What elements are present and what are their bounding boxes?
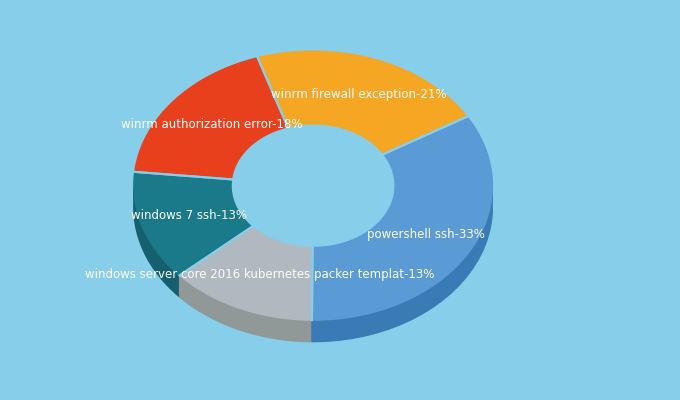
Polygon shape [135, 58, 288, 180]
Polygon shape [258, 51, 467, 155]
Text: winrm firewall exception-21%: winrm firewall exception-21% [271, 88, 447, 101]
Polygon shape [253, 226, 313, 268]
Text: winrm authorization error-18%: winrm authorization error-18% [121, 118, 303, 131]
Polygon shape [312, 117, 492, 320]
Text: powershell ssh-33%: powershell ssh-33% [367, 228, 485, 240]
Polygon shape [313, 188, 394, 268]
Polygon shape [134, 172, 253, 276]
Text: windows server core 2016 kubernetes packer templat-13%: windows server core 2016 kubernetes pack… [85, 268, 435, 281]
Polygon shape [233, 125, 394, 246]
Polygon shape [233, 186, 253, 248]
Polygon shape [180, 276, 312, 342]
Polygon shape [180, 226, 313, 320]
Polygon shape [134, 187, 180, 297]
Polygon shape [312, 192, 492, 342]
Text: windows 7 ssh-13%: windows 7 ssh-13% [131, 209, 248, 222]
